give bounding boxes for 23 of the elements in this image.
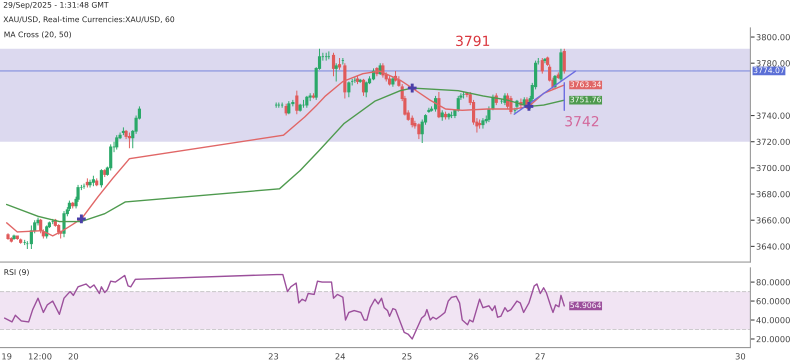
x-tick-label: 12:00 <box>28 353 52 360</box>
x-tick-label: 19 <box>2 353 12 360</box>
y-tick-label: 80.0000 <box>756 279 790 286</box>
y-tick-label: 3800.00 <box>756 34 790 40</box>
y-tick-label: 60.0000 <box>756 298 790 304</box>
y-tick-label: 40.0000 <box>756 317 790 324</box>
x-tick-label: 25 <box>402 353 412 360</box>
y-tick-label: 3720.00 <box>756 138 790 145</box>
y-tick-label: 3660.00 <box>756 217 790 224</box>
y-tick-label: 20.0000 <box>756 336 790 342</box>
y-tick-label: 3680.00 <box>756 191 790 198</box>
y-tick-label: 3700.00 <box>756 164 790 172</box>
x-tick-label: 27 <box>536 353 545 360</box>
x-tick-label: 23 <box>268 353 278 360</box>
x-tick-label: 30 <box>736 353 746 360</box>
x-tick-label: 20 <box>68 353 78 360</box>
x-tick-label: 24 <box>335 353 346 360</box>
y-tick-label: 3640.00 <box>756 243 790 250</box>
x-tick-label: 26 <box>468 353 478 360</box>
y-tick-label: 3740.00 <box>756 112 790 119</box>
band-label: 3791 <box>456 36 490 46</box>
y-tick-label: 3780.00 <box>756 60 790 66</box>
annotation: 3742 <box>565 116 598 126</box>
